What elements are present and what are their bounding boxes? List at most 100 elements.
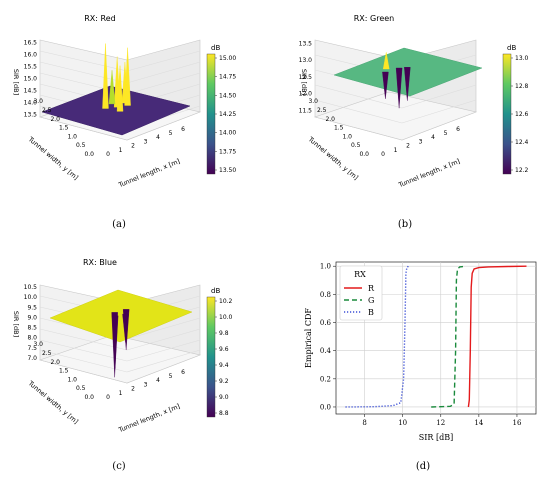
surface-spike	[116, 65, 124, 112]
x-tick-label: 4	[156, 377, 160, 384]
z-tick-label: 13.5	[24, 112, 38, 119]
x-tick-label: 0	[381, 151, 385, 158]
z-tick-label: 14.0	[24, 100, 38, 107]
panel-a: RX: Red 13.5 14.0 14.5 15.0 15.5 16.0 16.5 0 1 2 3…	[12, 14, 236, 230]
z-tick-label: 16.5	[24, 39, 38, 46]
y-tick-label: 1.5	[59, 368, 69, 375]
panel-c-peaks	[111, 309, 130, 378]
cdf-line-R	[467, 265, 527, 408]
panel-a-caption: (a)	[112, 219, 126, 230]
y-tick-label: 2.5	[317, 107, 327, 114]
colorbar-tick-label: 9.2	[219, 378, 229, 385]
panel-b-caption: (b)	[398, 219, 412, 230]
panel-c: RX: Blue 7.0 7.5 8.0 8.5 9.0 9.5 10.0 10.5 0 1 2 3 4…	[12, 258, 233, 472]
y-tick-label: 2.5	[42, 350, 52, 357]
z-tick-label: 11.5	[299, 107, 313, 114]
panel-a-colorbar-unit: dB	[211, 44, 220, 52]
x-tick-label: 2	[406, 143, 410, 150]
panel-a-peaks	[102, 43, 131, 112]
panel-a-colorbar: dB 13.50 13.75 14.00 14.25 14.50 14.75 15.00	[206, 44, 236, 175]
legend-label-B: B	[368, 308, 374, 317]
x-tick-label: 3	[419, 138, 423, 145]
y-tick-label: 3.0	[33, 98, 43, 105]
panel-d-legend-title: RX	[354, 270, 366, 279]
legend-label-G: G	[368, 296, 374, 305]
colorbar-tick-label: 14.25	[219, 111, 236, 118]
y-tick-label: 0.6	[320, 319, 332, 327]
panel-b-colorbar: dB 12.2 12.4 12.6 12.8 13.0	[502, 44, 529, 175]
colorbar-tick-label: 12.6	[515, 111, 529, 118]
colorbar-tick-label: 13.75	[219, 148, 236, 155]
cdf-line-G	[431, 265, 466, 408]
colorbar-tick-label: 14.50	[219, 92, 236, 99]
panel-a-title: RX: Red	[84, 14, 115, 23]
z-tick-label: 15.0	[24, 76, 38, 83]
x-tick-label: 6	[181, 369, 185, 376]
x-tick-label: 6	[181, 126, 185, 133]
z-tick-label: 7.5	[27, 345, 37, 352]
panel-b-peaks	[382, 52, 411, 109]
z-tick-label: 13.5	[299, 40, 313, 47]
z-tick-label: 10.5	[24, 284, 38, 291]
y-tick-label: 1.0	[342, 133, 352, 140]
z-tick-label: 8.5	[27, 325, 37, 332]
panel-c-caption: (c)	[112, 461, 126, 472]
surface-spike	[382, 71, 389, 99]
surface-spike	[121, 62, 129, 104]
panel-d-series	[345, 265, 527, 408]
panel-a-xlabel: Tunnel length, x [m]	[117, 157, 182, 189]
panel-d-ylabel: Empirical CDF	[304, 308, 313, 368]
panel-b-zlabel: SIR [dB]	[300, 69, 308, 95]
colorbar-tick-label: 9.6	[219, 346, 229, 353]
colorbar-tick-label: 9.0	[219, 394, 229, 401]
colorbar-tick-label: 9.4	[219, 362, 229, 369]
y-tick-label: 3.0	[33, 341, 43, 348]
x-tick-label: 14	[474, 419, 483, 427]
panel-c-colorbar-unit: dB	[211, 287, 220, 295]
panel-c-xlabel: Tunnel length, x [m]	[117, 402, 182, 434]
x-tick-label: 5	[444, 130, 448, 137]
y-tick-label: 0.0	[84, 151, 94, 158]
surface-spike	[111, 315, 119, 369]
y-tick-label: 2.0	[50, 359, 60, 366]
x-tick-label: 1	[119, 147, 123, 154]
x-tick-label: 3	[144, 138, 148, 145]
x-tick-label: 5	[169, 373, 173, 380]
panel-c-colorbar: dB 8.8 9.0 9.2 9.4 9.6 9.8 10.0 10.2	[206, 287, 233, 418]
panel-c-ylabel: Tunnel width, y [m]	[26, 379, 80, 426]
panel-d-caption: (d)	[416, 461, 430, 472]
colorbar-tick-label: 10.2	[219, 298, 233, 305]
x-tick-label: 5	[169, 130, 173, 137]
z-tick-label: 13.0	[299, 57, 313, 64]
z-tick-label: 14.5	[24, 88, 38, 95]
panel-d-xlabel: SIR [dB]	[419, 433, 453, 442]
panel-d: 8 10 12 14 16 0.0 0.2 0.4 0.6 0.8 1.0 SIR [dB] Emp…	[304, 261, 537, 472]
colorbar-tick-label: 8.8	[219, 410, 229, 417]
y-tick-label: 0.5	[76, 142, 86, 149]
surface-spike	[108, 70, 116, 105]
panel-b: RX: Green 11.5 12.0 12.5 13.0 13.5 0 1 2 3 4 5 6 0.0…	[299, 14, 529, 230]
y-tick-label: 0.0	[320, 403, 331, 411]
panel-a-surface	[41, 85, 191, 136]
panel-c-zlabel: SIR [dB]	[12, 311, 20, 337]
x-tick-label: 10	[398, 419, 407, 427]
z-tick-label: 16.0	[24, 51, 38, 58]
x-tick-label: 3	[144, 381, 148, 388]
panel-b-title: RX: Green	[354, 14, 395, 23]
panel-b-colorbar-unit: dB	[507, 44, 516, 52]
y-tick-label: 0.5	[351, 142, 361, 149]
x-tick-label: 6	[456, 126, 460, 133]
y-tick-label: 3.0	[308, 98, 318, 105]
colorbar-tick-label: 13.50	[219, 167, 236, 174]
x-tick-label: 8	[362, 419, 366, 427]
colorbar-tick-label: 14.00	[219, 130, 236, 137]
panel-c-surface	[49, 289, 193, 343]
y-tick-label: 0.0	[84, 394, 94, 401]
colorbar-tick-label: 15.00	[219, 55, 236, 62]
z-tick-label: 12.5	[299, 74, 313, 81]
z-tick-label: 10.0	[24, 294, 38, 301]
y-tick-label: 1.0	[67, 133, 77, 140]
surface-spike	[404, 67, 411, 101]
panel-a-ylabel: Tunnel width, y [m]	[26, 135, 80, 182]
